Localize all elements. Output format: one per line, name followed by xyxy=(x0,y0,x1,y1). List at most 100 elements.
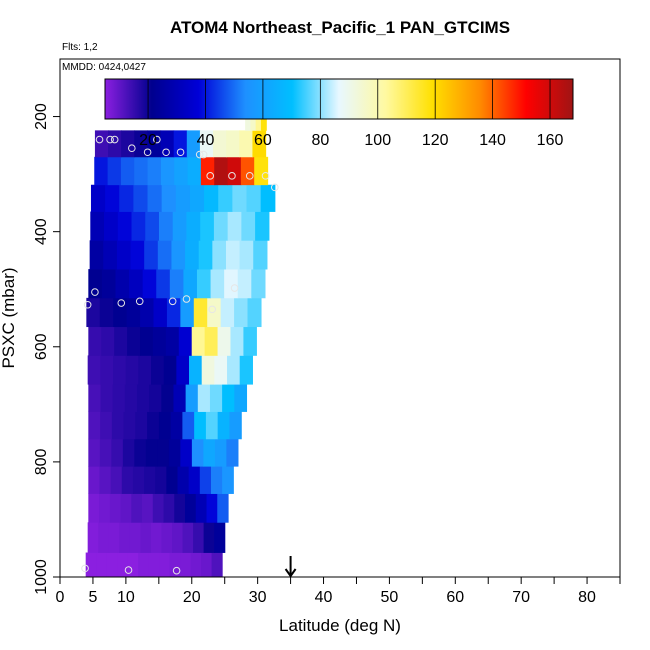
heatmap-cell xyxy=(186,130,201,158)
heatmap-cell xyxy=(214,438,227,467)
heatmap-cell xyxy=(99,297,114,328)
heatmap-cell xyxy=(85,552,97,578)
heatmap-cell xyxy=(201,552,213,578)
heatmap-cell xyxy=(227,156,242,186)
heatmap-cell xyxy=(147,411,160,440)
heatmap-cell xyxy=(111,411,125,440)
heatmap-cell xyxy=(99,438,112,467)
sample-point xyxy=(124,566,133,574)
heatmap-cell xyxy=(100,384,114,412)
heatmap-cell xyxy=(191,438,204,467)
heatmap-cell xyxy=(88,269,103,299)
sample-point xyxy=(172,566,181,575)
heatmap-cell xyxy=(107,156,122,186)
heatmap-cell xyxy=(230,326,244,356)
colorbar-bar xyxy=(104,78,574,120)
heatmap-cell xyxy=(140,522,152,553)
heatmap-cell xyxy=(147,156,162,186)
heatmap-cell xyxy=(142,269,157,299)
heatmap-cell xyxy=(180,297,195,328)
heatmap-cell xyxy=(147,184,163,212)
heatmap-cell xyxy=(234,297,249,328)
heatmap-cell xyxy=(198,240,213,270)
heatmap-cell xyxy=(161,384,175,412)
heatmap-cell xyxy=(199,466,212,494)
heatmap-cell xyxy=(159,552,171,578)
sample-point xyxy=(176,148,185,157)
sample-point xyxy=(143,148,152,157)
heatmap-cell xyxy=(145,438,158,467)
heatmap-cell xyxy=(172,211,188,241)
heatmap-cell xyxy=(214,522,226,553)
heatmap-cell xyxy=(212,240,227,270)
heatmap-cell xyxy=(120,156,135,186)
heatmap-cell xyxy=(204,184,219,212)
heatmap-cell xyxy=(131,493,143,523)
heatmap-cell xyxy=(180,552,192,578)
heatmap-cell xyxy=(177,466,190,494)
sample-point xyxy=(135,297,144,306)
heatmap-cell xyxy=(136,384,150,412)
heatmap-cell xyxy=(121,466,134,494)
x-axis-title: Latitude (deg N) xyxy=(279,616,401,635)
heatmap-cell xyxy=(217,411,231,440)
heatmap-cell xyxy=(210,466,223,494)
sample-point xyxy=(270,183,279,192)
heatmap-cell xyxy=(194,411,207,440)
heatmap-cell xyxy=(200,156,215,186)
heatmap-cell xyxy=(232,184,248,212)
heatmap-cell xyxy=(163,493,175,523)
heatmap-cell xyxy=(100,355,114,385)
heatmap-cell xyxy=(87,355,101,385)
heatmap-cell xyxy=(165,326,180,356)
heatmap-cell xyxy=(169,269,184,299)
heatmap-cell xyxy=(114,326,128,356)
heatmap-cell xyxy=(206,493,218,523)
heatmap-cell xyxy=(152,493,165,523)
heatmap-cell xyxy=(160,156,175,186)
heatmap-cell xyxy=(211,552,223,578)
heatmap-cell xyxy=(193,522,205,553)
heatmap-cell xyxy=(201,355,215,385)
heatmap-cell xyxy=(166,297,181,328)
colorbar-tick-label: 140 xyxy=(479,132,506,149)
sample-point xyxy=(95,135,104,144)
heatmap-cell xyxy=(106,552,118,578)
heatmap-cell xyxy=(227,355,241,385)
sample-point xyxy=(182,295,191,303)
x-axis: 0 5 10 20 30 40 50 60 70 80 xyxy=(56,577,621,606)
sample-point xyxy=(168,297,177,306)
heatmap-cell xyxy=(166,466,179,494)
heatmap-cell xyxy=(243,326,257,356)
heatmap-cell xyxy=(234,384,248,412)
sample-point xyxy=(83,300,92,309)
chart-title: ATOM4 Northeast_Pacific_1 PAN_GTCIMS xyxy=(169,18,511,37)
heatmap-cell xyxy=(90,211,105,241)
plot-frame xyxy=(59,58,621,578)
heatmap-cell xyxy=(133,184,149,212)
heatmap-cell xyxy=(189,184,205,212)
heatmap-cell xyxy=(121,130,135,158)
heatmap-cell xyxy=(182,411,195,440)
x-tick-label: 60 xyxy=(446,589,464,606)
heatmap-cell xyxy=(123,411,136,440)
heatmap-cell xyxy=(98,522,110,553)
x-tick-label: 0 xyxy=(56,589,65,606)
colorbar-tick-label: 120 xyxy=(422,132,449,149)
heatmap-cell xyxy=(113,297,128,328)
heatmap-cell xyxy=(240,156,255,186)
heatmap-cell xyxy=(126,297,141,328)
x-tick-label: 30 xyxy=(249,589,267,606)
heatmap-cell xyxy=(174,156,189,186)
x-tick-label: 10 xyxy=(117,589,135,606)
sample-point xyxy=(199,150,208,159)
heatmap-cell xyxy=(225,240,241,270)
heatmap-cell xyxy=(149,384,162,412)
heatmap-cell xyxy=(158,211,174,241)
heatmap-cell xyxy=(157,240,173,270)
heatmap-cell xyxy=(174,493,186,523)
heatmap-cell xyxy=(151,355,165,385)
heatmap-cell xyxy=(214,355,228,385)
heatmap-cell xyxy=(185,493,197,523)
